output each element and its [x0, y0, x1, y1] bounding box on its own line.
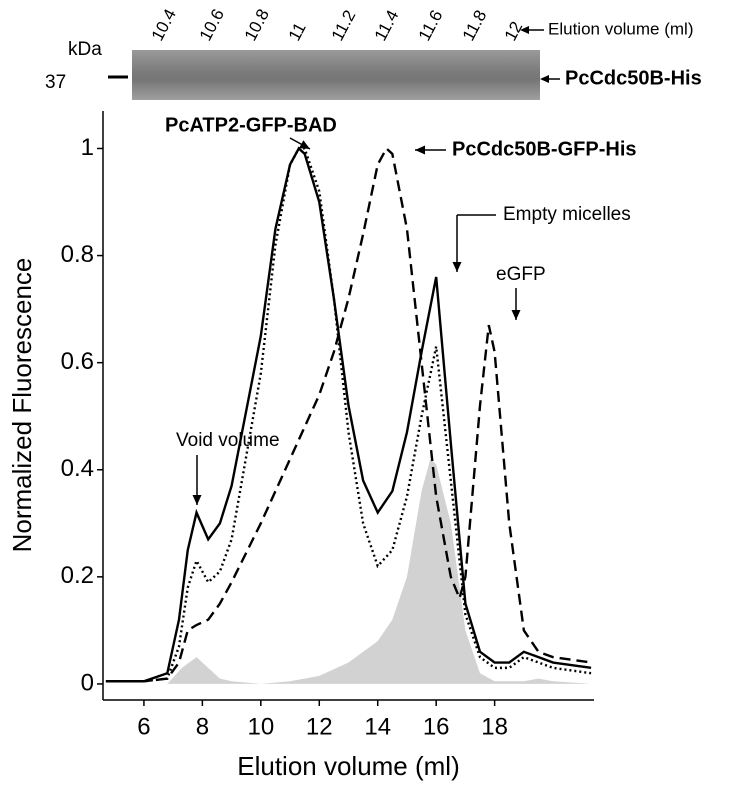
arrow-head: [540, 75, 549, 83]
arrow-head: [452, 262, 462, 272]
x-tick-label: 16: [423, 713, 450, 740]
gel-image: [132, 50, 540, 100]
annotation: eGFP: [496, 264, 546, 285]
y-axis-label: Normalized Fluorescence: [7, 258, 37, 553]
y-tick-label: 0.6: [61, 348, 94, 375]
gel-axis-label: Elution volume (ml): [548, 19, 694, 38]
line: [105, 146, 592, 683]
annotation: Void volume: [176, 430, 280, 451]
line: [105, 146, 592, 683]
x-tick-label: 12: [306, 713, 333, 740]
gel-unit: kDa: [68, 39, 102, 60]
lane-label: 10.6: [196, 6, 228, 44]
x-tick-label: 6: [137, 713, 150, 740]
y-tick-label: 0.4: [61, 455, 94, 482]
lane-label: 11.6: [415, 7, 447, 44]
y-tick-label: 0.8: [61, 241, 94, 268]
lane-label: 12: [501, 18, 527, 44]
lane-label: 11: [285, 19, 310, 44]
area: [105, 459, 592, 684]
arrow-head: [299, 140, 310, 149]
lane-label: 10.8: [241, 6, 273, 44]
annotation: PcCdc50B-GFP-His: [452, 138, 637, 160]
annotation: Empty micelles: [503, 204, 631, 225]
gel-band-label: PcCdc50B-His: [565, 67, 702, 89]
arrow-head: [520, 26, 529, 34]
y-tick-label: 0.2: [61, 562, 94, 589]
x-axis-label: Elution volume (ml): [237, 751, 460, 781]
arrow-head: [192, 495, 202, 505]
annotation: PcATP2-GFP-BAD: [165, 114, 337, 136]
gel-marker: 37: [45, 72, 66, 93]
line: [105, 147, 592, 683]
x-tick-label: 18: [481, 713, 508, 740]
x-tick-label: 10: [247, 713, 274, 740]
x-tick-label: 8: [196, 713, 209, 740]
arrow-head: [415, 145, 425, 155]
lane-label: 10.4: [148, 6, 180, 44]
lane-label: 11.2: [328, 7, 360, 44]
x-tick-label: 14: [364, 713, 391, 740]
y-tick-label: 0: [81, 669, 94, 696]
y-tick-label: 1: [81, 134, 94, 161]
arrow-head: [511, 310, 521, 320]
lane-label: 11.8: [459, 7, 491, 44]
lane-label: 11.4: [371, 7, 403, 44]
